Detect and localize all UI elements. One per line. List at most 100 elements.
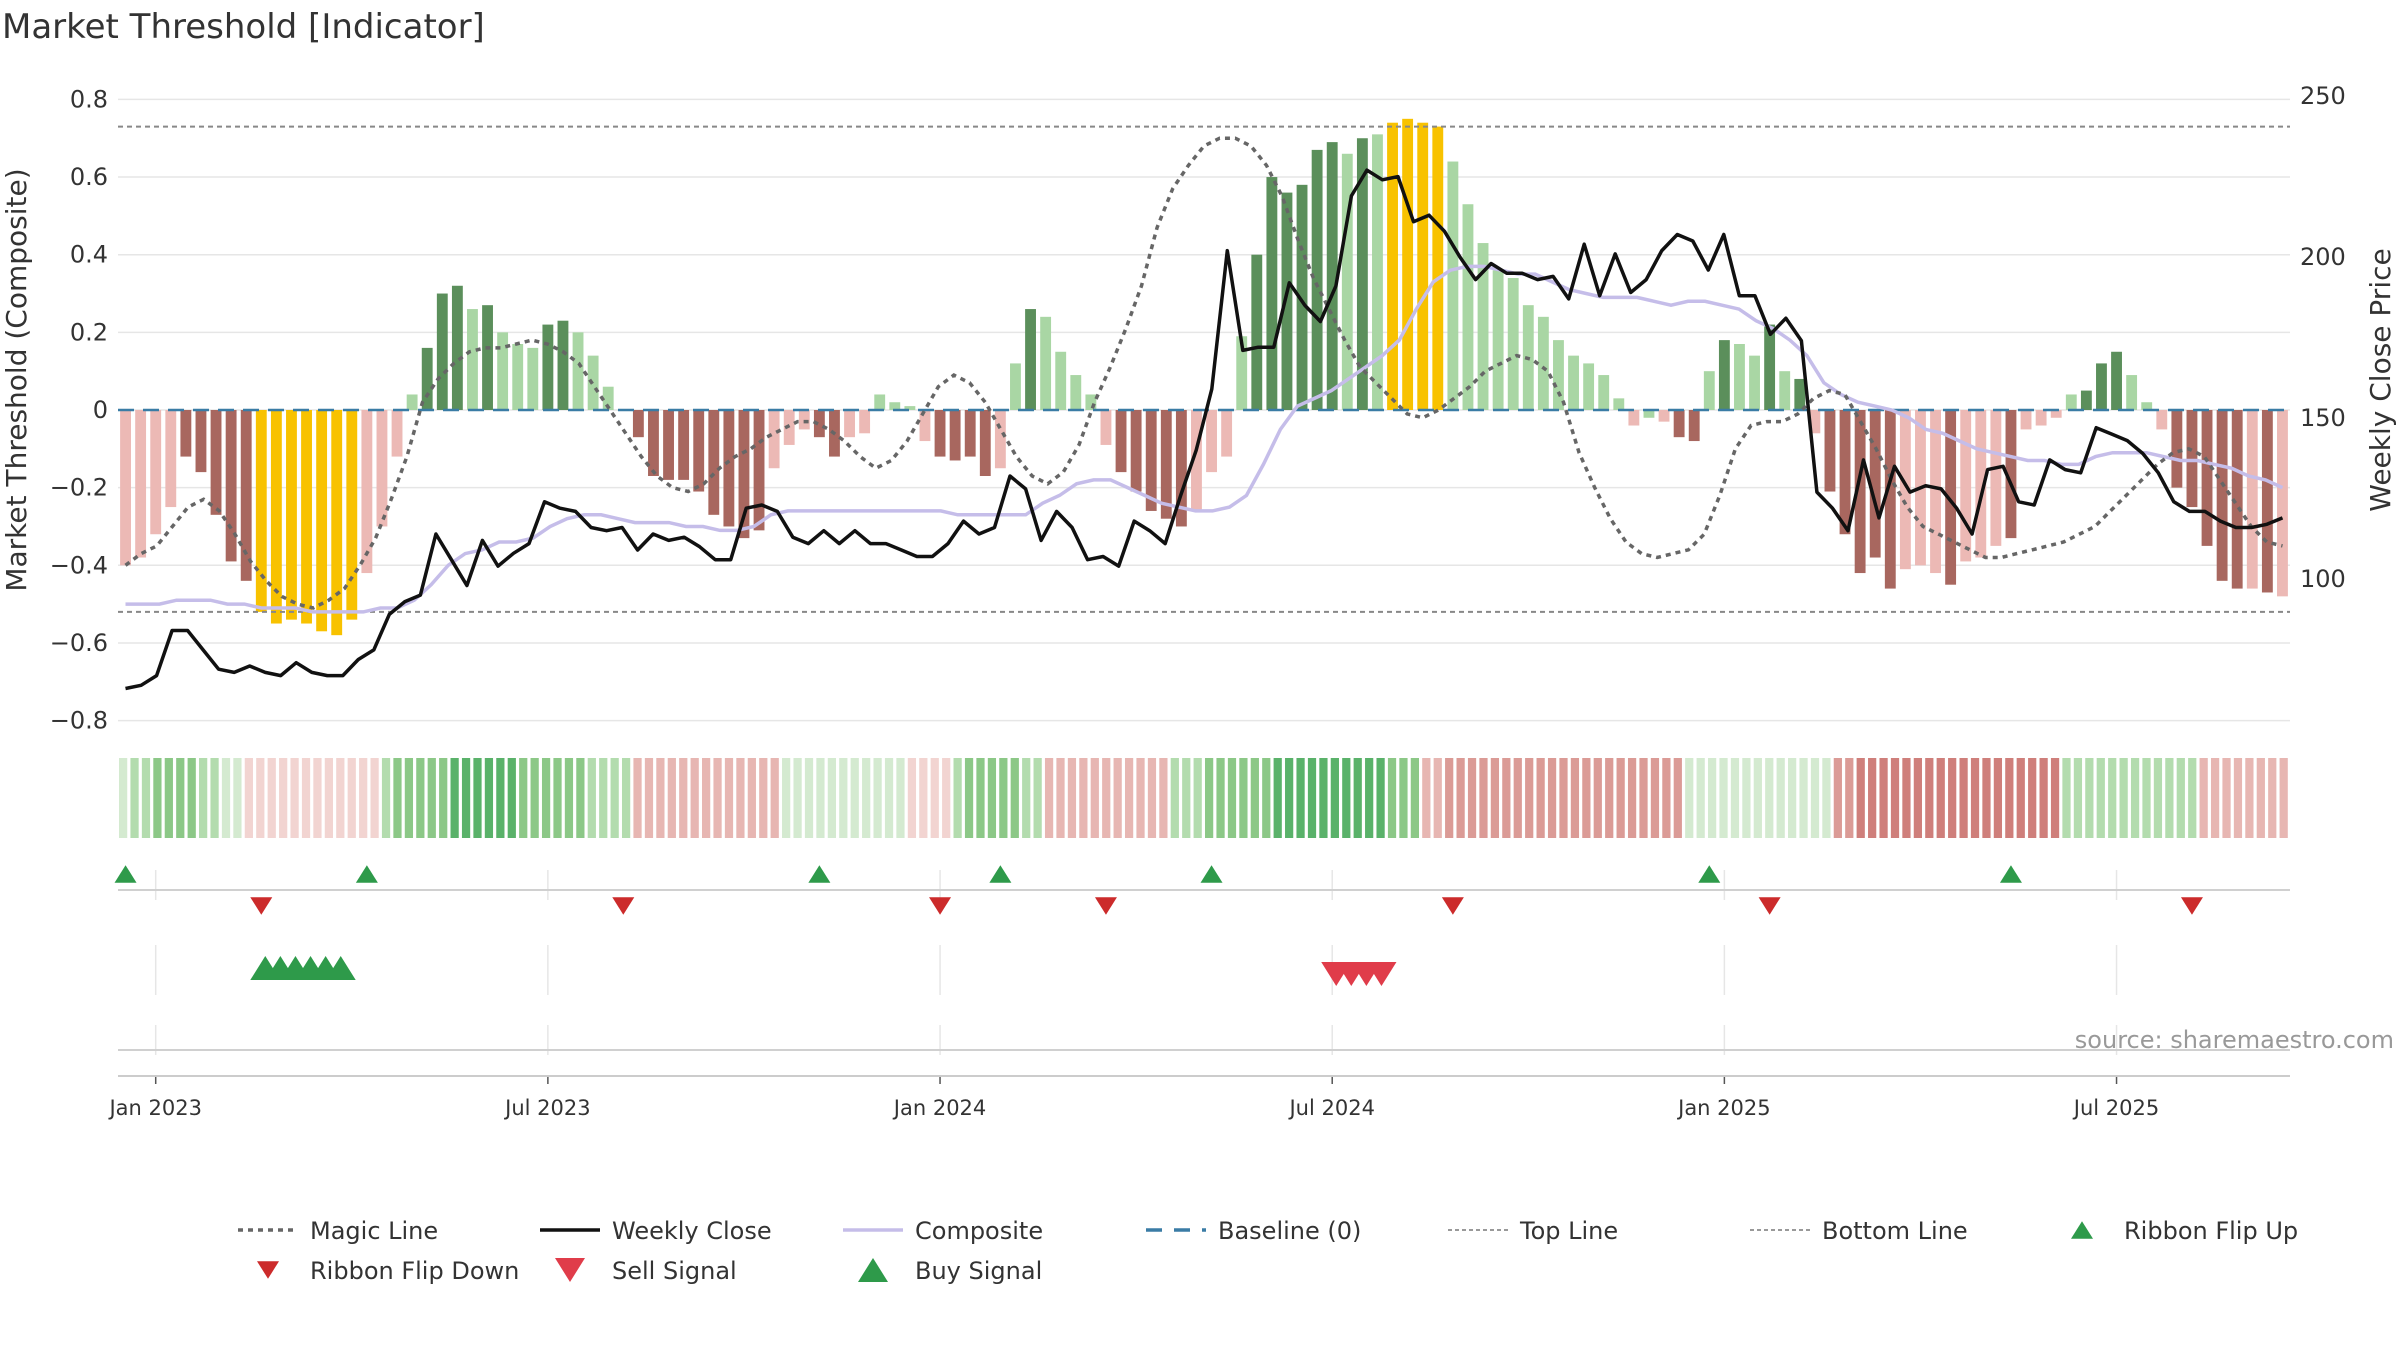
ribbon-cell	[2073, 758, 2083, 838]
composite-bar	[663, 410, 674, 480]
ribbon-cell	[256, 758, 265, 838]
composite-bar	[602, 386, 614, 410]
ribbon-cell	[221, 758, 231, 838]
ribbon-cell	[324, 758, 333, 838]
ribbon-flip-up-marker	[808, 865, 831, 883]
composite-bar	[331, 410, 343, 636]
ribbon-flip-down-marker	[1758, 897, 1781, 915]
ribbon-cell	[1673, 758, 1682, 838]
buy-signal-marker	[325, 956, 356, 980]
ribbon-cell	[2005, 758, 2014, 838]
ribbon-cell	[1650, 758, 1660, 838]
ribbon-cell	[1616, 758, 1625, 838]
legend-item: Sell Signal	[555, 1257, 737, 1285]
composite-bar	[648, 410, 659, 476]
composite-bar	[210, 410, 222, 515]
composite-bar	[2141, 402, 2153, 410]
composite-bar	[2050, 410, 2062, 418]
signal-markers	[114, 865, 2203, 986]
ribbon-cell	[2256, 758, 2265, 838]
composite-bar	[1884, 410, 1896, 589]
composite-bar	[1010, 363, 1021, 410]
legend-label: Buy Signal	[915, 1257, 1042, 1285]
ribbon-cell	[987, 758, 997, 838]
ribbon-cell	[199, 758, 208, 838]
composite-bar	[1779, 371, 1791, 410]
ribbon-cell	[130, 758, 139, 838]
composite-bar	[135, 410, 147, 558]
ribbon-cell	[1788, 758, 1797, 838]
composite-bar	[1266, 177, 1278, 410]
ribbon-cell	[2039, 758, 2048, 838]
composite-bar	[1734, 344, 1745, 410]
composite-bar	[798, 410, 810, 430]
legend-label: Weekly Close	[612, 1217, 772, 1245]
composite-bar	[1869, 410, 1881, 558]
composite-bar	[436, 293, 448, 410]
left-tick-label: 0.2	[70, 318, 108, 346]
ribbon-cell	[1730, 758, 1740, 838]
ribbon-cell	[381, 758, 391, 838]
composite-bar	[1085, 394, 1097, 410]
composite-bar	[1462, 204, 1474, 410]
legend-item: Top Line	[1448, 1217, 1618, 1245]
ribbon-cell	[1456, 758, 1465, 838]
composite-bar	[1251, 254, 1263, 410]
ribbon-cell	[1833, 758, 1842, 838]
ribbon-cell	[484, 758, 494, 838]
composite-bar	[1568, 355, 1579, 410]
ribbon-cell	[713, 758, 722, 838]
ribbon-cell	[919, 758, 928, 838]
composite-bar	[1628, 410, 1640, 426]
ribbon-cell	[1570, 758, 1580, 838]
ribbon-cell	[1948, 758, 1957, 838]
composite-bar	[813, 410, 825, 438]
composite-bar	[844, 410, 855, 438]
legend-item: Ribbon Flip Up	[2071, 1217, 2298, 1245]
composite-bar	[678, 410, 690, 480]
x-tick-label: Jul 2025	[2072, 1096, 2159, 1120]
ribbon-cell	[850, 758, 859, 838]
ribbon-flip-down-marker	[929, 897, 952, 915]
ribbon-cell	[267, 758, 276, 838]
ribbon-cell	[313, 758, 322, 838]
ribbon-cell	[233, 758, 242, 838]
ribbon-cell	[1273, 758, 1282, 838]
right-tick-label: 150	[2300, 404, 2346, 432]
x-tick-label: Jan 2025	[1676, 1096, 1771, 1120]
indicator-lines	[118, 125, 2290, 691]
ribbon-cell	[1707, 758, 1717, 838]
composite-bar	[2261, 410, 2273, 593]
ribbon-cell	[1662, 758, 1671, 838]
composite-bar	[301, 410, 312, 624]
ribbon-cell	[2085, 758, 2094, 838]
ribbon-flip-up-marker	[1999, 865, 2022, 883]
ribbon-cell	[1433, 758, 1442, 838]
ribbon-cell	[1147, 758, 1157, 838]
legend-item: Ribbon Flip Down	[257, 1257, 519, 1285]
legend: Magic Line Weekly Close Composite Baseline …	[238, 1217, 2298, 1285]
ribbon-cell	[679, 758, 688, 838]
composite-bar	[1115, 410, 1127, 473]
ribbon-cell	[702, 758, 711, 838]
ribbon-cell	[1913, 758, 1922, 838]
ribbon-cell	[1879, 758, 1888, 838]
ribbon-cell	[599, 758, 608, 838]
composite-bar	[768, 410, 780, 469]
ribbon-cell	[210, 758, 219, 838]
left-tick-label: −0.6	[50, 629, 108, 657]
ribbon-cell	[1479, 758, 1488, 838]
ribbon-cell	[519, 758, 528, 838]
composite-bar	[557, 320, 569, 410]
composite-bar	[1930, 410, 1941, 574]
composite-bar	[1703, 371, 1715, 410]
composite-bar	[2096, 363, 2107, 410]
ribbon-cell	[576, 758, 585, 838]
right-tick-label: 200	[2300, 243, 2346, 271]
composite-bar	[572, 332, 584, 410]
ribbon-cell	[1525, 758, 1534, 838]
composite-bar	[1236, 336, 1248, 410]
ribbon-cell	[1239, 758, 1248, 838]
ribbon-cell	[1193, 758, 1202, 838]
ribbon-cell	[1102, 758, 1111, 838]
